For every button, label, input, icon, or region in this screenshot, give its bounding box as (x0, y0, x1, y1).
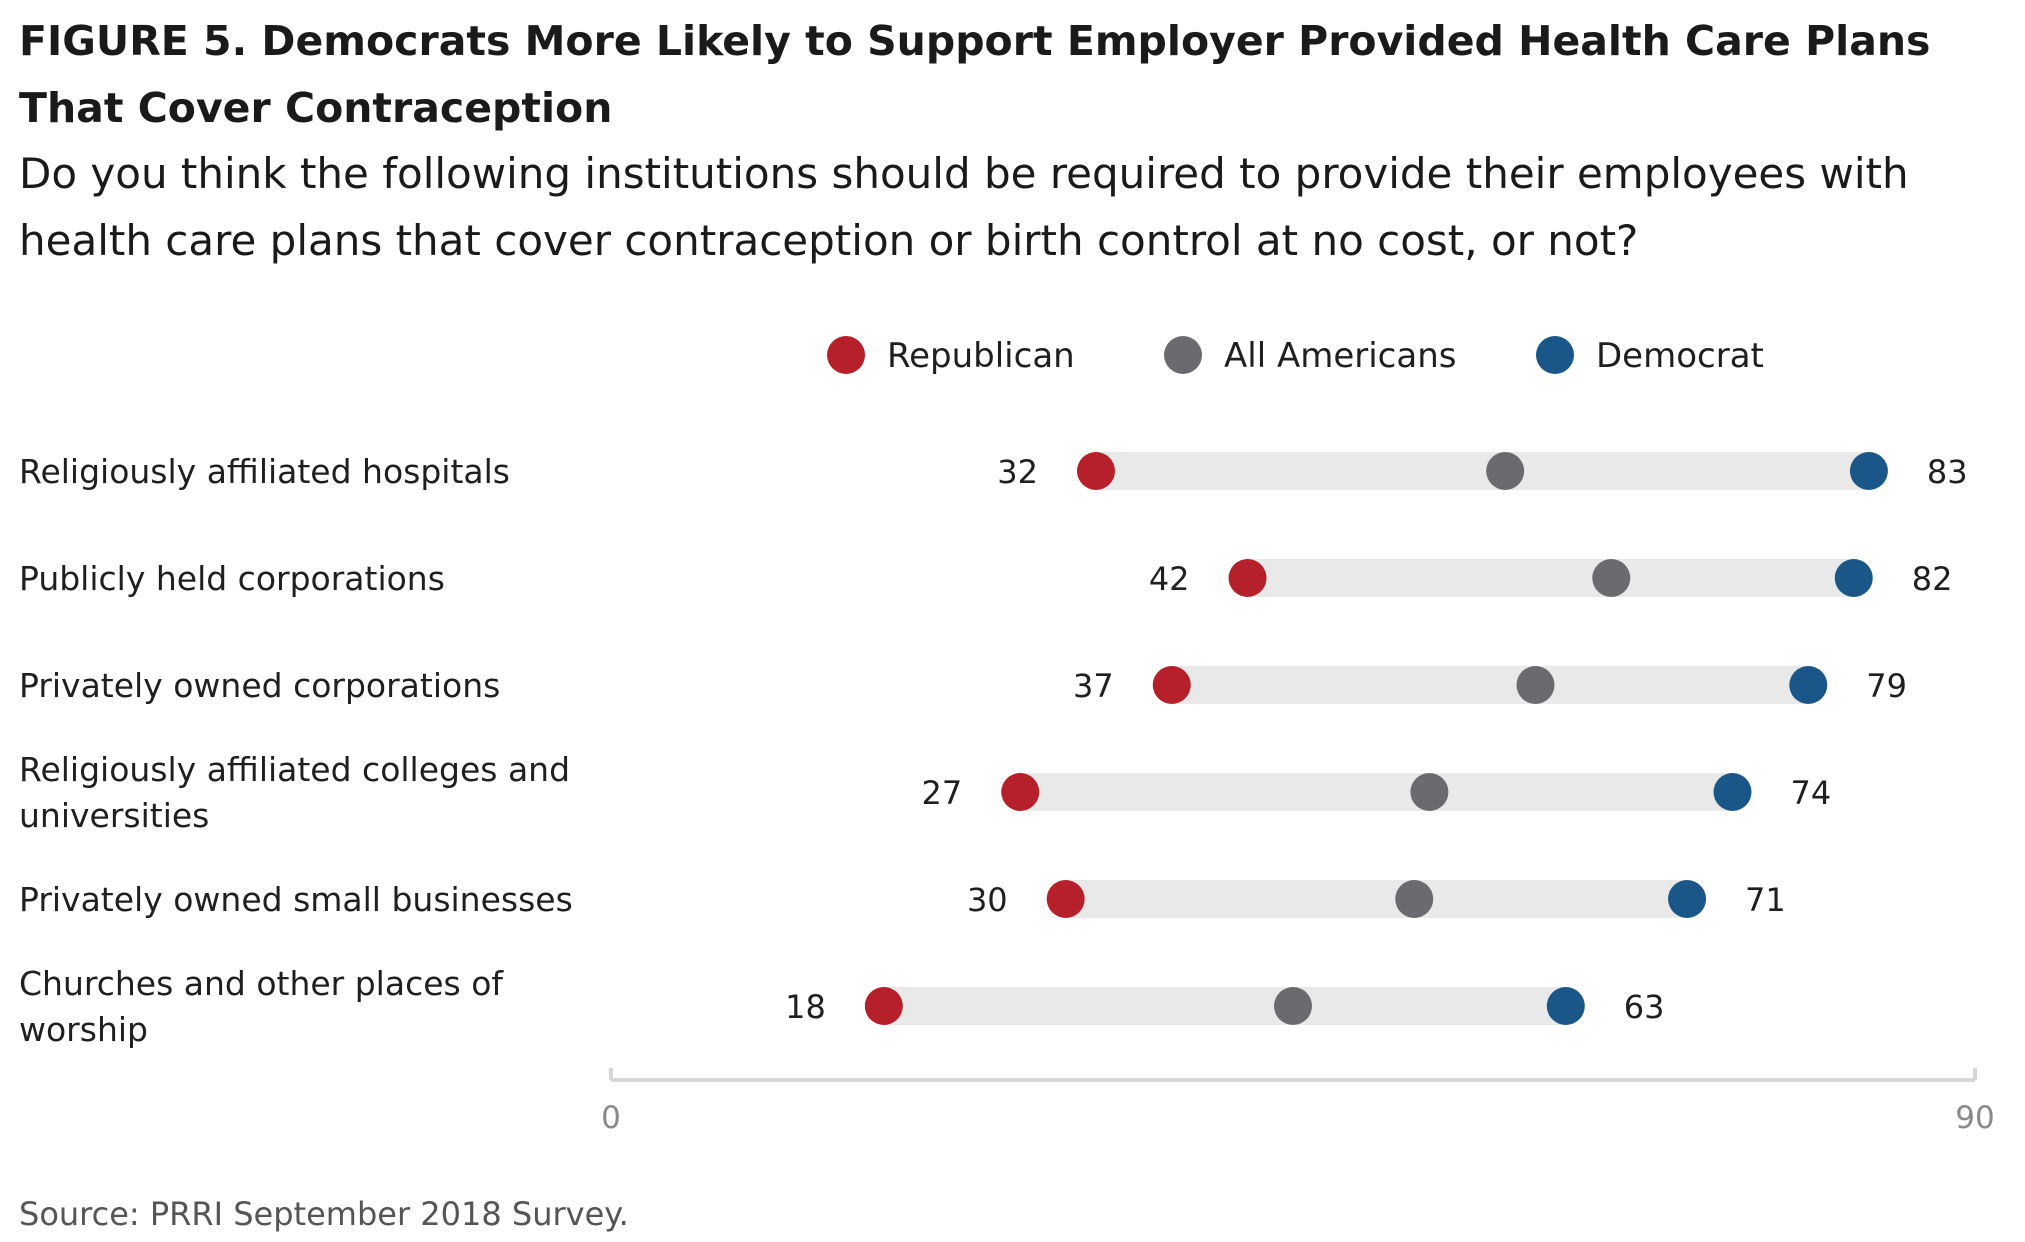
tick-label: 90 (1955, 1100, 1994, 1136)
dot-republican (1228, 559, 1267, 597)
chart-title: FIGURE 5. Democrats More Likely to Suppo… (19, 17, 1931, 132)
table-row: Religiously affiliated colleges and unive… (19, 750, 1831, 835)
category-label-line: worship (19, 1010, 148, 1049)
dot-republican (1076, 452, 1115, 490)
category-label: Religiously affiliated colleges and unive… (19, 750, 570, 835)
value-label-republican: 37 (1073, 667, 1114, 705)
dot-democrat (1834, 559, 1873, 597)
chart-rows: Religiously affiliated hospitals 32 83 Publ… (19, 452, 1968, 1049)
category-label-line: Religiously affiliated hospitals (19, 452, 510, 491)
legend-label-all-americans: All Americans (1224, 336, 1456, 376)
value-label-democrat: 83 (1927, 453, 1968, 491)
dot-all-americans (1592, 559, 1631, 597)
category-label: Religiously affiliated hospitals (19, 452, 510, 491)
x-axis: 0 90 (601, 1068, 1995, 1136)
range-bar (1020, 773, 1733, 811)
category-label-line: universities (19, 796, 209, 835)
dot-all-americans (1486, 452, 1525, 490)
category-label: Privately owned corporations (19, 666, 500, 705)
legend-marker-democrat (1536, 336, 1574, 374)
dot-republican (1152, 666, 1191, 704)
chart-subtitle: Do you think the following institutions … (19, 149, 1909, 265)
value-label-democrat: 74 (1791, 774, 1832, 812)
dot-democrat (1668, 880, 1707, 918)
table-row: Religiously affiliated hospitals 32 83 (19, 452, 1968, 491)
range-bar (1095, 452, 1869, 490)
value-label-republican: 32 (997, 453, 1038, 491)
category-label: Privately owned small businesses (19, 880, 573, 919)
source-note: Source: PRRI September 2018 Survey. (19, 1195, 629, 1233)
value-label-democrat: 79 (1866, 667, 1907, 705)
value-label-republican: 42 (1149, 560, 1190, 598)
category-label-line: Religiously affiliated colleges and (19, 750, 570, 789)
dot-all-americans (1410, 773, 1449, 811)
dot-republican (1001, 773, 1040, 811)
range-bar (1247, 559, 1854, 597)
category-label-line: Privately owned small businesses (19, 880, 573, 919)
value-label-democrat: 82 (1912, 560, 1953, 598)
dot-democrat (1546, 987, 1585, 1025)
dot-all-americans (1395, 880, 1434, 918)
value-label-democrat: 71 (1745, 881, 1786, 919)
range-bar (1065, 880, 1688, 918)
category-label: Publicly held corporations (19, 559, 445, 598)
legend-marker-all-americans (1164, 336, 1202, 374)
tick-label: 0 (601, 1100, 621, 1136)
legend: Republican All Americans Democrat (827, 336, 1764, 376)
dot-republican (1046, 880, 1085, 918)
table-row: Privately owned small businesses 30 71 (19, 880, 1786, 919)
value-label-republican: 18 (785, 988, 826, 1026)
range-bar (883, 987, 1566, 1025)
value-label-democrat: 63 (1624, 988, 1665, 1026)
category-label: Churches and other places of worship (19, 964, 504, 1049)
range-bar (1171, 666, 1809, 704)
dot-democrat (1713, 773, 1752, 811)
dot-all-americans (1516, 666, 1555, 704)
legend-label-democrat: Democrat (1596, 336, 1764, 376)
dot-republican (864, 987, 903, 1025)
value-label-republican: 27 (921, 774, 962, 812)
table-row: Churches and other places of worship 18 63 (19, 964, 1665, 1049)
legend-marker-republican (827, 336, 865, 374)
dot-democrat (1849, 452, 1888, 490)
dot-all-americans (1274, 987, 1312, 1025)
dot-democrat (1789, 666, 1828, 704)
table-row: Privately owned corporations 37 79 (19, 666, 1907, 705)
category-label-line: Privately owned corporations (19, 666, 500, 705)
category-label-line: Publicly held corporations (19, 559, 445, 598)
category-label-line: Churches and other places of (19, 964, 504, 1003)
table-row: Publicly held corporations 42 82 (19, 559, 1952, 598)
value-label-republican: 30 (967, 881, 1008, 919)
legend-label-republican: Republican (887, 336, 1075, 376)
